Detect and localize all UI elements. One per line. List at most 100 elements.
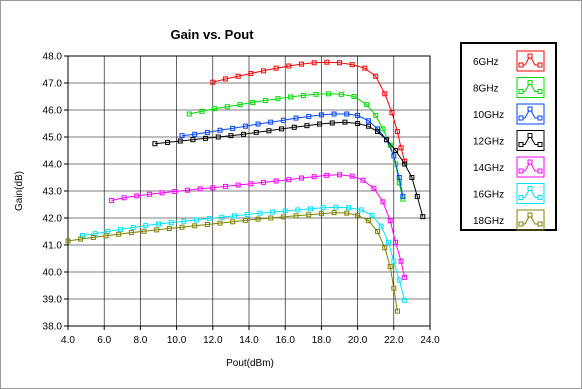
data-point-16ghz: [402, 297, 408, 303]
data-point-14ghz: [108, 197, 114, 203]
series-line-8ghz: [189, 93, 404, 200]
data-point-12ghz: [375, 129, 381, 135]
data-point-12ghz: [402, 161, 408, 167]
data-point-16ghz: [270, 209, 276, 215]
data-point-10ghz: [179, 133, 185, 139]
data-point-12ghz: [266, 128, 272, 134]
data-point-18ghz: [179, 224, 185, 230]
data-point-16ghz: [320, 205, 326, 211]
data-point-18ghz: [280, 214, 286, 220]
data-point-12ghz: [203, 135, 209, 141]
data-point-10ghz: [192, 131, 198, 137]
data-point-16ghz: [295, 207, 301, 213]
data-point-14ghz: [360, 177, 366, 183]
y-tick-label: 48.0: [43, 52, 63, 63]
axis-ticks: 4.0 6.0 8.0 10.0 12.0 14.0 16.0 18.0 20.0 22.0 24.…: [43, 52, 441, 347]
x-tick-label: 22.0: [384, 335, 404, 346]
data-point-16ghz: [391, 258, 397, 264]
data-point-6ghz: [373, 73, 379, 79]
data-point-6ghz: [324, 59, 330, 65]
series-18ghz: [65, 210, 400, 314]
data-point-8ghz: [338, 91, 344, 97]
data-point-12ghz: [228, 133, 234, 139]
series-6ghz: [210, 59, 408, 164]
data-point-18ghz: [154, 227, 160, 233]
x-tick-label: 4.0: [61, 335, 75, 346]
data-point-12ghz: [279, 126, 285, 132]
data-point-18ghz: [394, 308, 400, 314]
data-point-16ghz: [282, 208, 288, 214]
data-point-6ghz: [398, 145, 404, 151]
data-point-16ghz: [396, 277, 402, 283]
data-point-8ghz: [275, 96, 281, 102]
data-point-16ghz: [206, 216, 212, 222]
data-point-8ghz: [250, 99, 256, 105]
data-point-14ghz: [349, 173, 355, 179]
data-point-14ghz: [184, 187, 190, 193]
data-point-8ghz: [373, 112, 379, 118]
legend-swatch-marker-18ghz: [537, 221, 543, 227]
data-point-10ghz: [242, 123, 248, 129]
data-point-18ghz: [192, 223, 198, 229]
legend-swatch-marker-18ghz: [527, 212, 533, 218]
data-point-6ghz: [235, 73, 241, 79]
data-point-8ghz: [212, 106, 218, 112]
data-point-10ghz: [344, 111, 350, 117]
x-tick-label: 18.0: [312, 335, 332, 346]
data-point-8ghz: [380, 126, 386, 132]
legend-swatch-marker-6ghz: [537, 62, 543, 68]
series-layer: [65, 59, 426, 314]
y-tick-label: 44.0: [43, 160, 63, 171]
data-point-18ghz: [293, 213, 299, 219]
legend-swatch-marker-18ghz: [518, 221, 524, 227]
data-point-18ghz: [382, 245, 388, 251]
data-point-18ghz: [318, 211, 324, 217]
data-point-6ghz: [394, 129, 400, 135]
data-point-18ghz: [306, 212, 312, 218]
y-tick-label: 45.0: [43, 133, 63, 144]
data-point-16ghz: [385, 239, 391, 245]
data-point-6ghz: [298, 61, 304, 67]
data-point-14ghz: [146, 191, 152, 197]
data-point-10ghz: [255, 121, 261, 127]
data-point-10ghz: [375, 126, 381, 132]
data-point-8ghz: [364, 102, 370, 108]
y-tick-label: 38.0: [43, 322, 63, 333]
legend-label-10ghz: 10GHz: [473, 110, 504, 121]
data-point-18ghz: [375, 229, 381, 234]
data-point-10ghz: [280, 117, 286, 123]
data-point-18ghz: [230, 219, 236, 225]
data-point-8ghz: [262, 98, 268, 104]
y-tick-label: 40.0: [43, 268, 63, 279]
data-point-8ghz: [224, 104, 230, 110]
legend-swatch-marker-6ghz: [518, 62, 524, 68]
data-point-16ghz: [194, 217, 200, 223]
legend-swatch-marker-12ghz: [518, 142, 524, 147]
data-point-10ghz: [400, 193, 406, 199]
chart-title: Gain vs. Pout: [170, 27, 254, 42]
data-point-6ghz: [222, 76, 228, 82]
data-point-14ghz: [387, 218, 393, 224]
data-point-12ghz: [365, 123, 371, 129]
data-point-18ghz: [255, 216, 261, 222]
data-point-16ghz: [308, 206, 314, 212]
data-point-16ghz: [244, 211, 250, 217]
data-point-12ghz: [317, 121, 323, 127]
data-point-10ghz: [396, 175, 402, 180]
x-tick-label: 8.0: [133, 335, 147, 346]
legend-swatch-marker-12ghz: [537, 142, 543, 147]
legend-swatch-box-16ghz: [516, 183, 545, 204]
data-point-8ghz: [237, 102, 243, 108]
legend-label-14ghz: 14GHz: [473, 163, 504, 174]
data-point-10ghz: [204, 129, 210, 135]
data-point-10ghz: [355, 112, 361, 118]
legend-label-6ghz: 6GHz: [473, 57, 499, 68]
data-point-10ghz: [268, 119, 274, 125]
data-point-16ghz: [232, 213, 238, 219]
data-point-18ghz: [65, 238, 71, 244]
data-point-16ghz: [257, 210, 263, 216]
data-point-12ghz: [165, 139, 171, 145]
data-point-14ghz: [134, 193, 140, 199]
data-point-18ghz: [78, 236, 84, 242]
data-point-18ghz: [116, 231, 122, 237]
